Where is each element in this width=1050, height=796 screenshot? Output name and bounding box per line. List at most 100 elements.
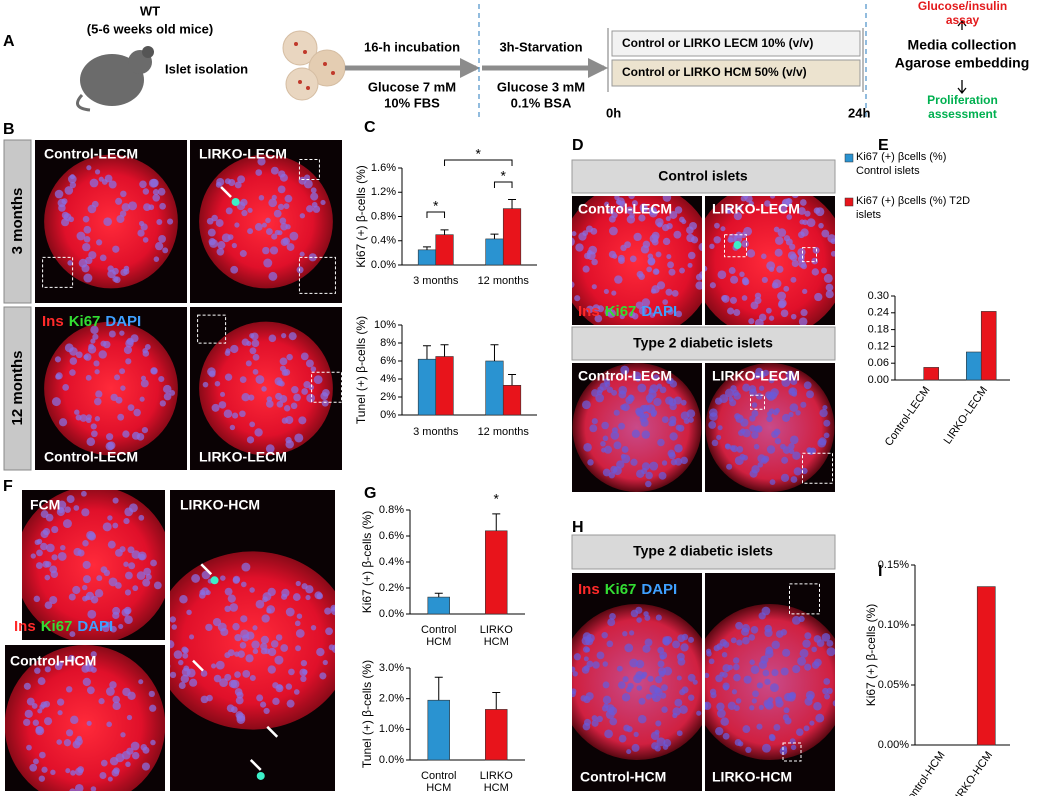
nucleus xyxy=(717,270,727,280)
schematic-text: Control or LIRKO HCM 50% (v/v) xyxy=(622,65,807,79)
nucleus xyxy=(676,675,682,681)
nucleus xyxy=(140,379,149,388)
nucleus xyxy=(225,207,233,215)
nucleus xyxy=(754,318,764,325)
nucleus xyxy=(107,776,113,782)
nucleus xyxy=(69,357,78,365)
nucleus xyxy=(102,624,110,633)
nucleus xyxy=(228,679,238,688)
nucleus xyxy=(112,611,120,620)
nucleus xyxy=(625,206,634,215)
nucleus xyxy=(601,705,609,712)
significance-bracket xyxy=(493,181,513,188)
nucleus xyxy=(312,205,321,213)
nucleus xyxy=(798,231,805,239)
nucleus xyxy=(226,704,235,713)
nucleus xyxy=(648,206,658,215)
error-bar xyxy=(440,229,449,235)
nucleus xyxy=(776,265,784,273)
islet xyxy=(5,645,165,791)
nucleus xyxy=(802,288,808,295)
nucleus xyxy=(821,229,830,238)
islet-body xyxy=(22,490,165,640)
nucleus xyxy=(662,237,671,246)
nucleus xyxy=(646,266,653,273)
micrograph xyxy=(705,196,835,325)
nucleus xyxy=(640,418,649,427)
nucleus xyxy=(139,180,147,189)
micrograph xyxy=(572,196,702,325)
nucleus xyxy=(765,307,772,314)
stain-label: Ki67 xyxy=(605,303,637,320)
nucleus xyxy=(737,741,744,747)
nucleus xyxy=(179,595,188,604)
nucleus xyxy=(764,624,773,633)
nucleus xyxy=(733,309,741,316)
nucleus xyxy=(94,589,104,598)
nucleus xyxy=(276,380,283,387)
nucleus xyxy=(717,709,726,718)
nucleus xyxy=(148,204,155,211)
nucleus xyxy=(797,656,807,666)
nucleus xyxy=(821,633,831,642)
nucleus xyxy=(596,651,605,660)
nucleus xyxy=(234,634,242,642)
nucleus xyxy=(260,635,269,645)
nucleus xyxy=(716,702,725,711)
nucleus xyxy=(799,648,809,658)
nucleus xyxy=(68,593,76,601)
arrow xyxy=(249,759,262,771)
nucleus xyxy=(814,292,823,302)
x-tick-label: 3 months xyxy=(413,275,459,287)
nucleus xyxy=(715,674,723,683)
nucleus xyxy=(23,718,31,727)
nucleus xyxy=(120,190,127,198)
nucleus xyxy=(322,388,330,397)
image-label: LIRKO-LECM xyxy=(712,368,800,384)
nucleus xyxy=(618,385,628,395)
nucleus xyxy=(330,604,335,612)
x-tick-label: LIRKO HCM xyxy=(479,770,513,795)
nucleus xyxy=(661,460,668,466)
nucleus xyxy=(639,404,648,413)
nucleus xyxy=(766,411,772,417)
nucleus xyxy=(803,381,812,390)
nucleus xyxy=(622,630,628,637)
nucleus xyxy=(66,495,75,504)
nucleus xyxy=(137,229,145,237)
nucleus xyxy=(782,648,791,657)
nucleus xyxy=(285,415,294,425)
inset xyxy=(724,234,747,258)
nucleus xyxy=(119,330,125,336)
islet xyxy=(572,363,702,492)
nucleus xyxy=(271,233,278,240)
nucleus xyxy=(133,408,141,417)
islet-body xyxy=(572,363,702,492)
panel-letter: D xyxy=(572,137,584,154)
nucleus xyxy=(662,224,670,232)
y-tick-label: 0.8% xyxy=(371,210,396,222)
nucleus xyxy=(607,618,616,627)
nucleus xyxy=(655,614,662,621)
legend-swatch xyxy=(844,197,854,207)
legend-box: Ki67 (+) βcells (%) T2D islets xyxy=(856,195,970,221)
nucleus xyxy=(126,714,133,721)
nucleus xyxy=(769,479,776,486)
nucleus xyxy=(733,663,740,671)
nucleus xyxy=(749,424,757,432)
nucleus xyxy=(799,199,807,206)
nucleus xyxy=(43,717,53,726)
nucleus xyxy=(114,374,120,381)
bar xyxy=(435,356,454,416)
nucleus xyxy=(649,384,659,393)
nucleus xyxy=(92,333,99,340)
nucleus xyxy=(170,640,175,649)
nucleus xyxy=(69,369,76,376)
nucleus xyxy=(616,665,623,672)
nucleus xyxy=(809,447,817,455)
schematic-text: Control or LIRKO LECM 10% (v/v) xyxy=(622,36,813,50)
nucleus xyxy=(591,719,599,727)
nucleus xyxy=(752,690,759,698)
nucleus xyxy=(629,658,639,668)
nucleus xyxy=(79,414,88,422)
